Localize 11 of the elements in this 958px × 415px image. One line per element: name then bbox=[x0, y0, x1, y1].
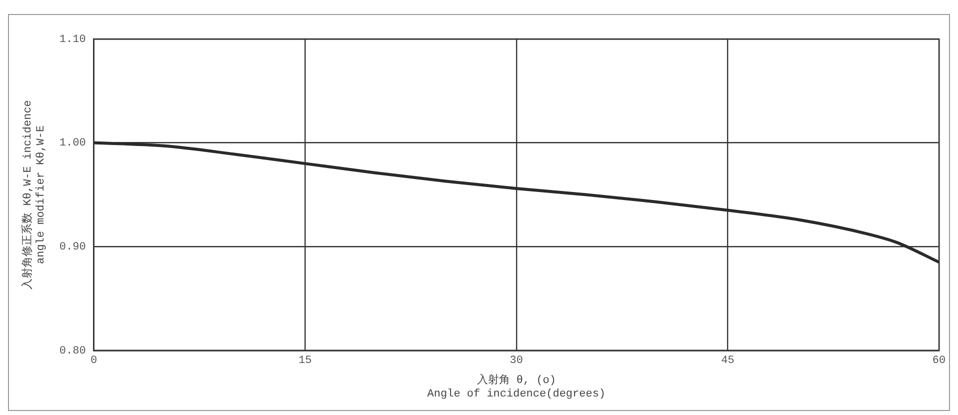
x-tick-label: 15 bbox=[298, 354, 312, 367]
y-axis-title: 入射角修正系数 Kθ,W-E incidence angle modifier Kθ,W-E bbox=[20, 100, 48, 290]
y-tick-label: 0.90 bbox=[59, 242, 86, 254]
y-tick-label: 0.80 bbox=[59, 345, 86, 358]
x-tick-label: 30 bbox=[510, 354, 524, 367]
x-tick-label: 0 bbox=[90, 354, 98, 367]
y-tick-label: 1.00 bbox=[59, 138, 86, 150]
x-axis-title: 入射角 θ, (o) Angle of incidence(degrees) bbox=[427, 373, 606, 400]
x-tick-label: 60 bbox=[932, 354, 946, 367]
y-tick-label: 1.10 bbox=[59, 34, 86, 46]
x-tick-label: 45 bbox=[721, 354, 734, 367]
